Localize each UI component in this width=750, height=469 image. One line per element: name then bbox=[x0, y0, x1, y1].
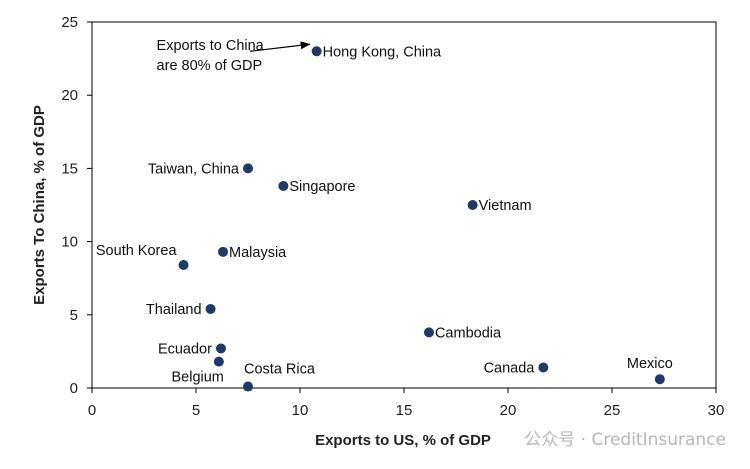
data-label-vietnam: Vietnam bbox=[479, 198, 532, 214]
x-tick-label: 30 bbox=[708, 402, 725, 419]
data-point-thailand bbox=[205, 303, 216, 314]
y-tick-label: 10 bbox=[61, 234, 78, 251]
annotation-text: Exports to China bbox=[157, 38, 265, 54]
data-label-hong-kong-china: Hong Kong, China bbox=[323, 44, 442, 60]
data-label-belgium: Belgium bbox=[171, 370, 223, 386]
data-point-mexico bbox=[654, 374, 665, 385]
y-tick-label: 25 bbox=[61, 14, 78, 31]
annotation-text: are 80% of GDP bbox=[157, 58, 263, 74]
data-point-singapore bbox=[278, 180, 289, 191]
data-label-singapore: Singapore bbox=[289, 179, 355, 195]
data-point-vietnam bbox=[467, 200, 478, 210]
x-tick-label: 5 bbox=[192, 402, 200, 419]
data-point-ecuador bbox=[215, 343, 226, 354]
data-label-ecuador: Ecuador bbox=[158, 341, 212, 357]
y-tick-label: 20 bbox=[61, 87, 78, 104]
plot-area-border bbox=[91, 21, 717, 389]
data-label-malaysia: Malaysia bbox=[229, 245, 287, 261]
data-point-cambodia bbox=[423, 327, 434, 338]
annotation-arrow bbox=[250, 41, 311, 52]
x-tick-label: 25 bbox=[604, 402, 621, 419]
data-point-south-korea bbox=[178, 260, 189, 271]
x-tick-label: 0 bbox=[88, 402, 96, 419]
data-label-cambodia: Cambodia bbox=[435, 325, 502, 341]
data-point-canada bbox=[538, 362, 549, 373]
data-point-malaysia bbox=[218, 246, 229, 257]
data-label-thailand: Thailand bbox=[146, 302, 202, 318]
x-tick-label: 15 bbox=[396, 402, 413, 419]
y-tick-label: 0 bbox=[70, 380, 78, 397]
y-tick-label: 5 bbox=[70, 307, 78, 324]
y-tick-label: 15 bbox=[61, 160, 78, 177]
data-label-taiwan-china: Taiwan, China bbox=[148, 161, 240, 177]
watermark: 公众号 · CreditInsurance bbox=[524, 430, 726, 450]
data-point-taiwan-china bbox=[243, 163, 253, 174]
x-tick-label: 10 bbox=[292, 402, 309, 419]
y-axis-title: Exports To China, % of GDP bbox=[31, 105, 48, 305]
data-point-hong-kong-china bbox=[311, 46, 322, 57]
data-point-costa-rica bbox=[243, 381, 253, 392]
data-label-canada: Canada bbox=[484, 361, 536, 377]
x-axis-title: Exports to US, % of GDP bbox=[315, 432, 491, 449]
x-tick-label: 20 bbox=[500, 402, 517, 419]
data-label-mexico: Mexico bbox=[627, 356, 673, 372]
data-point-belgium bbox=[213, 356, 224, 367]
data-label-costa-rica: Costa Rica bbox=[244, 362, 316, 378]
data-label-south-korea: South Korea bbox=[96, 243, 178, 259]
